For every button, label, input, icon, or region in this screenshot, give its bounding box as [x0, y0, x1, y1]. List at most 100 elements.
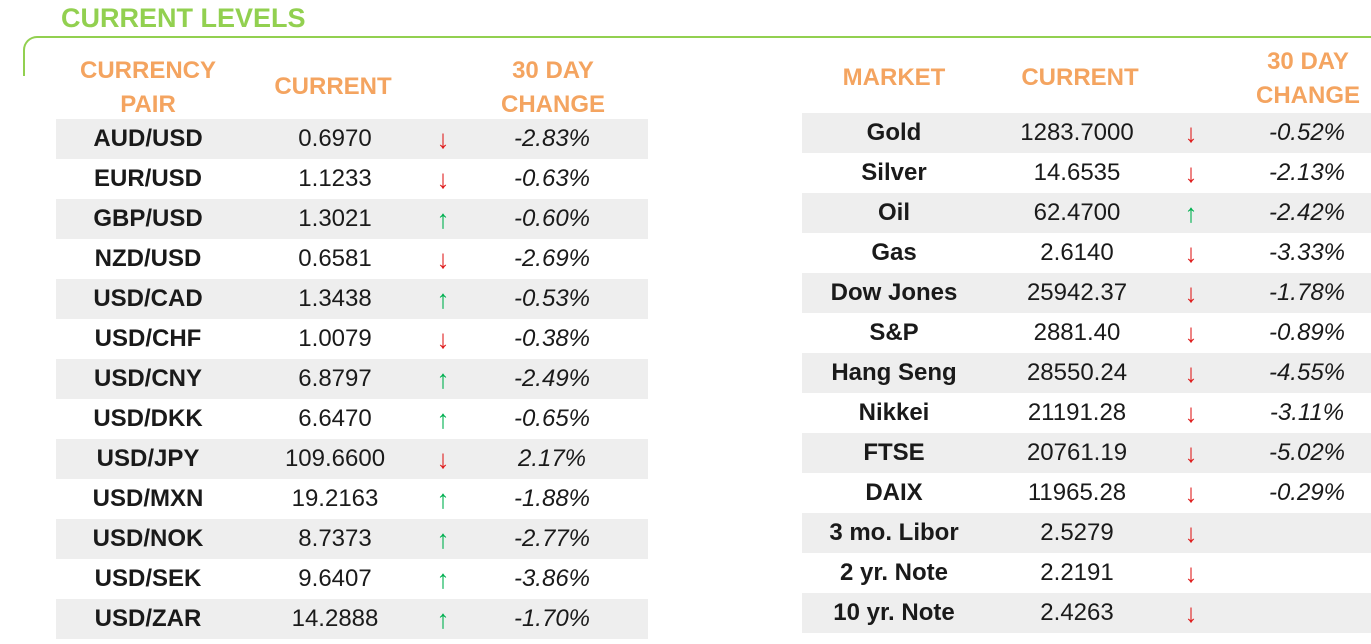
row-name: USD/ZAR [94, 605, 202, 632]
arrow-down-icon: ↓ [1184, 358, 1198, 388]
currency-row: USD/CAD 1.3438 ↑ -0.53% [56, 279, 648, 319]
row-change-value: -0.60% [513, 205, 591, 232]
currency-row: USD/JPY 109.6600 ↓ 2.17% [56, 439, 648, 479]
arrow-down-icon: ↓ [1184, 158, 1198, 188]
header-market-change-line2: CHANGE [1255, 82, 1360, 109]
market-row: Nikkei 21191.28 ↓ -3.11% [802, 393, 1371, 433]
market-row: 2 yr. Note 2.2191 ↓ [802, 553, 1371, 593]
row-change-value: -2.77% [513, 525, 591, 552]
arrow-down-icon: ↓ [436, 164, 450, 194]
row-name: USD/CAD [93, 285, 203, 312]
row-name: 10 yr. Note [833, 599, 955, 626]
row-change-value: -3.11% [1269, 399, 1345, 426]
row-current-value: 6.6470 [298, 405, 372, 432]
currency-row: AUD/USD 0.6970 ↓ -2.83% [56, 119, 648, 159]
arrow-down-icon: ↓ [1184, 438, 1198, 468]
row-current-value: 2.2191 [1040, 559, 1114, 586]
row-change-value: -2.13% [1268, 159, 1346, 186]
row-current-value: 20761.19 [1026, 439, 1128, 466]
header-currency-pair-line2: PAIR [120, 91, 176, 118]
row-current-value: 1283.7000 [1020, 119, 1134, 146]
row-name: USD/MXN [92, 485, 204, 512]
header-market-change-line1: 30 DAY [1267, 48, 1349, 75]
row-name: Nikkei [858, 399, 930, 426]
arrow-down-icon: ↓ [1184, 238, 1198, 268]
row-name: 2 yr. Note [839, 559, 949, 586]
header-market-change: 30 DAY CHANGE [1233, 45, 1371, 113]
market-row: Gas 2.6140 ↓ -3.33% [802, 233, 1371, 273]
row-current-value: 19.2163 [291, 485, 379, 512]
row-change-value: -0.52% [1268, 119, 1346, 146]
currency-row: USD/CNY 6.8797 ↑ -2.49% [56, 359, 648, 399]
row-name: NZD/USD [94, 245, 202, 272]
row-change-value: -3.33% [1268, 239, 1346, 266]
row-change-value: -2.42% [1268, 199, 1346, 226]
currency-row: USD/CHF 1.0079 ↓ -0.38% [56, 319, 648, 359]
arrow-down-icon: ↓ [1184, 598, 1198, 628]
row-name: GBP/USD [93, 205, 203, 232]
row-name: Silver [861, 159, 927, 186]
row-current-value: 2.6140 [1040, 239, 1114, 266]
row-name: FTSE [863, 439, 925, 466]
row-current-value: 25942.37 [1026, 279, 1128, 306]
row-current-value: 0.6970 [298, 125, 372, 152]
currency-row: USD/NOK 8.7373 ↑ -2.77% [56, 519, 648, 559]
arrow-down-icon: ↓ [436, 444, 450, 474]
market-table: Gold 1283.7000 ↓ -0.52% Silver 14.6535 ↓ -2.13%… [802, 113, 1371, 633]
arrow-up-icon: ↑ [436, 564, 450, 594]
row-current-value: 14.6535 [1033, 159, 1121, 186]
arrow-down-icon: ↓ [1184, 318, 1198, 348]
row-change-value: -1.70% [513, 605, 591, 632]
currency-row: USD/DKK 6.6470 ↑ -0.65% [56, 399, 648, 439]
row-change-value: -2.49% [513, 365, 591, 392]
market-row: Silver 14.6535 ↓ -2.13% [802, 153, 1371, 193]
row-current-value: 1.1233 [298, 165, 372, 192]
row-current-value: 1.0079 [298, 325, 372, 352]
currency-row: GBP/USD 1.3021 ↑ -0.60% [56, 199, 648, 239]
row-name: EUR/USD [93, 165, 202, 192]
row-change-value: -4.55% [1268, 359, 1346, 386]
currency-table: AUD/USD 0.6970 ↓ -2.83% EUR/USD 1.1233 ↓ -0.63%… [56, 119, 648, 639]
arrow-up-icon: ↑ [1184, 198, 1198, 228]
row-current-value: 62.4700 [1033, 199, 1121, 226]
row-change-value: -0.38% [513, 325, 591, 352]
row-name: Gold [866, 119, 922, 146]
row-name: USD/DKK [93, 405, 203, 432]
arrow-down-icon: ↓ [1184, 118, 1198, 148]
title-divider [23, 36, 1371, 76]
row-current-value: 28550.24 [1026, 359, 1128, 386]
row-change-value [1242, 593, 1371, 633]
row-name: USD/CHF [94, 325, 202, 352]
row-name: S&P [869, 319, 919, 346]
arrow-down-icon: ↓ [1184, 278, 1198, 308]
row-name: USD/NOK [92, 525, 204, 552]
market-row: Oil 62.4700 ↑ -2.42% [802, 193, 1371, 233]
arrow-down-icon: ↓ [436, 124, 450, 154]
market-row: FTSE 20761.19 ↓ -5.02% [802, 433, 1371, 473]
row-name: Hang Seng [831, 359, 957, 386]
market-row: 10 yr. Note 2.4263 ↓ [802, 593, 1371, 633]
header-market-current-label: CURRENT [1021, 64, 1139, 91]
row-change-value: -1.78% [1268, 279, 1346, 306]
arrow-down-icon: ↓ [436, 324, 450, 354]
row-current-value: 2.5279 [1040, 519, 1114, 546]
row-change-value: -3.86% [513, 565, 591, 592]
row-name: Oil [877, 199, 910, 226]
row-change-value: -2.83% [513, 125, 591, 152]
row-name: 3 mo. Libor [829, 519, 959, 546]
header-currency-change-line1: 30 DAY [512, 57, 594, 84]
arrow-down-icon: ↓ [1184, 398, 1198, 428]
row-change-value: 2.17% [517, 445, 587, 472]
row-name: USD/SEK [94, 565, 202, 592]
header-currency-change: 30 DAY CHANGE [478, 54, 628, 122]
row-current-value: 2881.40 [1033, 319, 1121, 346]
market-row: 3 mo. Libor 2.5279 ↓ [802, 513, 1371, 553]
row-name: AUD/USD [93, 125, 203, 152]
currency-row: USD/SEK 9.6407 ↑ -3.86% [56, 559, 648, 599]
header-currency-pair-line1: CURRENCY [79, 57, 216, 84]
currency-row: USD/ZAR 14.2888 ↑ -1.70% [56, 599, 648, 639]
arrow-down-icon: ↓ [436, 244, 450, 274]
currency-row: NZD/USD 0.6581 ↓ -2.69% [56, 239, 648, 279]
row-change-value: -2.69% [513, 245, 591, 272]
header-currency-current-label: CURRENT [274, 73, 392, 100]
